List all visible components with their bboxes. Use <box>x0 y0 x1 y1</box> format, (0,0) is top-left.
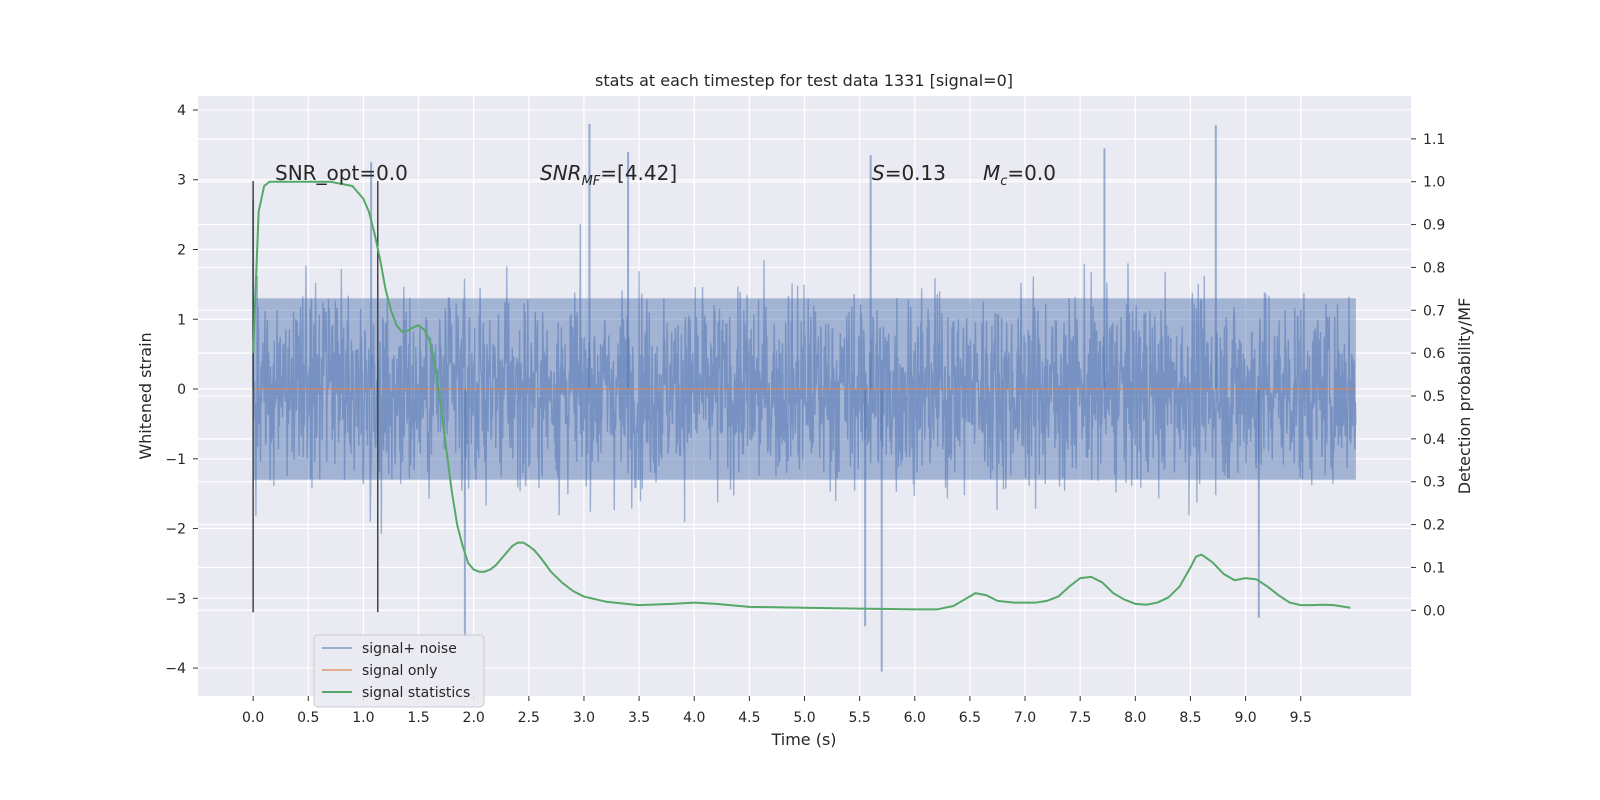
y-right-tick-label: 0.5 <box>1423 389 1445 405</box>
x-tick-label: 6.0 <box>904 710 926 726</box>
annotation-mc-label: M <box>983 161 1000 185</box>
y-tick-label: −2 <box>165 522 186 538</box>
x-tick-label: 2.5 <box>518 710 540 726</box>
x-tick-label: 0.5 <box>297 710 319 726</box>
legend-label-signal-only: signal only <box>362 663 437 679</box>
x-tick-label: 4.0 <box>683 710 705 726</box>
annotation-s-label: S <box>872 161 885 185</box>
x-tick-label: 3.0 <box>573 710 595 726</box>
x-tick-label: 1.5 <box>407 710 429 726</box>
y-right-tick-label: 0.6 <box>1423 346 1445 362</box>
legend-label-signal-statistics: signal statistics <box>362 685 470 701</box>
y-tick-label: 3 <box>177 173 186 189</box>
annotation-snr-mf: SNRMF=[4.42] <box>540 161 677 189</box>
x-tick-label: 8.0 <box>1124 710 1146 726</box>
x-tick-label: 0.0 <box>242 710 264 726</box>
y-axis-label: Whitened strain <box>136 332 155 459</box>
y-tick-label: −3 <box>165 591 186 607</box>
y-right-tick-label: 0.8 <box>1423 260 1445 276</box>
annotation-snr-mf-label: SNR <box>540 161 582 185</box>
annotation-snr-mf-subscript: MF <box>582 174 601 189</box>
y-right-tick-label: 0.9 <box>1423 218 1445 234</box>
signal-statistics-line <box>252 180 1351 611</box>
noise-trace <box>252 224 1357 534</box>
annotation-mc-value: =0.0 <box>1007 161 1056 185</box>
legend-label-signal-noise: signal+ noise <box>362 641 457 657</box>
x-tick-label: 9.5 <box>1290 710 1312 726</box>
y-right-tick-label: 0.7 <box>1423 303 1445 319</box>
y-axis-right-label: Detection probability/MF <box>1455 298 1474 495</box>
y-right-tick-label: 0.0 <box>1423 603 1445 619</box>
x-tick-label: 2.0 <box>463 710 485 726</box>
x-tick-label: 3.5 <box>628 710 650 726</box>
legend: signal+ noise signal only signal statist… <box>313 634 485 708</box>
y-tick-label: 1 <box>177 312 186 328</box>
x-tick-label: 7.5 <box>1069 710 1091 726</box>
series-signal-statistics <box>252 180 1351 611</box>
annotation-mc: Mc=0.0 <box>983 161 1056 189</box>
x-tick-label: 8.5 <box>1179 710 1201 726</box>
annotation-s: S=0.13 <box>872 161 946 185</box>
x-tick-label: 1.0 <box>352 710 374 726</box>
annotation-snr-mf-value: =[4.42] <box>600 161 677 185</box>
x-tick-label: 5.0 <box>793 710 815 726</box>
y-right-tick-label: 0.3 <box>1423 475 1445 491</box>
legend-box <box>313 634 485 708</box>
x-tick-label: 7.0 <box>1014 710 1036 726</box>
y-right-tick-label: 0.4 <box>1423 432 1445 448</box>
y-right-tick-label: 0.1 <box>1423 560 1445 576</box>
x-tick-label: 6.5 <box>959 710 981 726</box>
y-tick-label: 4 <box>177 103 186 119</box>
y-tick-label: −4 <box>165 661 186 677</box>
annotation-snr-opt: SNR_opt=0.0 <box>275 161 408 185</box>
y-right-tick-label: 1.0 <box>1423 175 1445 191</box>
annotation-s-value: =0.13 <box>885 161 946 185</box>
y-right-tick-label: 0.2 <box>1423 518 1445 534</box>
y-tick-label: 0 <box>177 382 186 398</box>
chart-title: stats at each timestep for test data 133… <box>595 71 1013 90</box>
x-axis-label: Time (s) <box>770 730 836 749</box>
annotation-mc-subscript: c <box>1000 174 1007 189</box>
y-right-tick-label: 1.1 <box>1423 132 1445 148</box>
x-tick-label: 5.5 <box>849 710 871 726</box>
x-tick-label: 4.5 <box>738 710 760 726</box>
y-tick-label: 2 <box>177 242 186 258</box>
axis-ticks: 0.0 0.5 1.0 1.5 2.0 2.5 3.0 3.5 4.0 4.5 5.0 5.5 6.0 6… <box>165 103 1445 726</box>
x-tick-label: 9.0 <box>1234 710 1256 726</box>
y-tick-label: −1 <box>165 452 186 468</box>
